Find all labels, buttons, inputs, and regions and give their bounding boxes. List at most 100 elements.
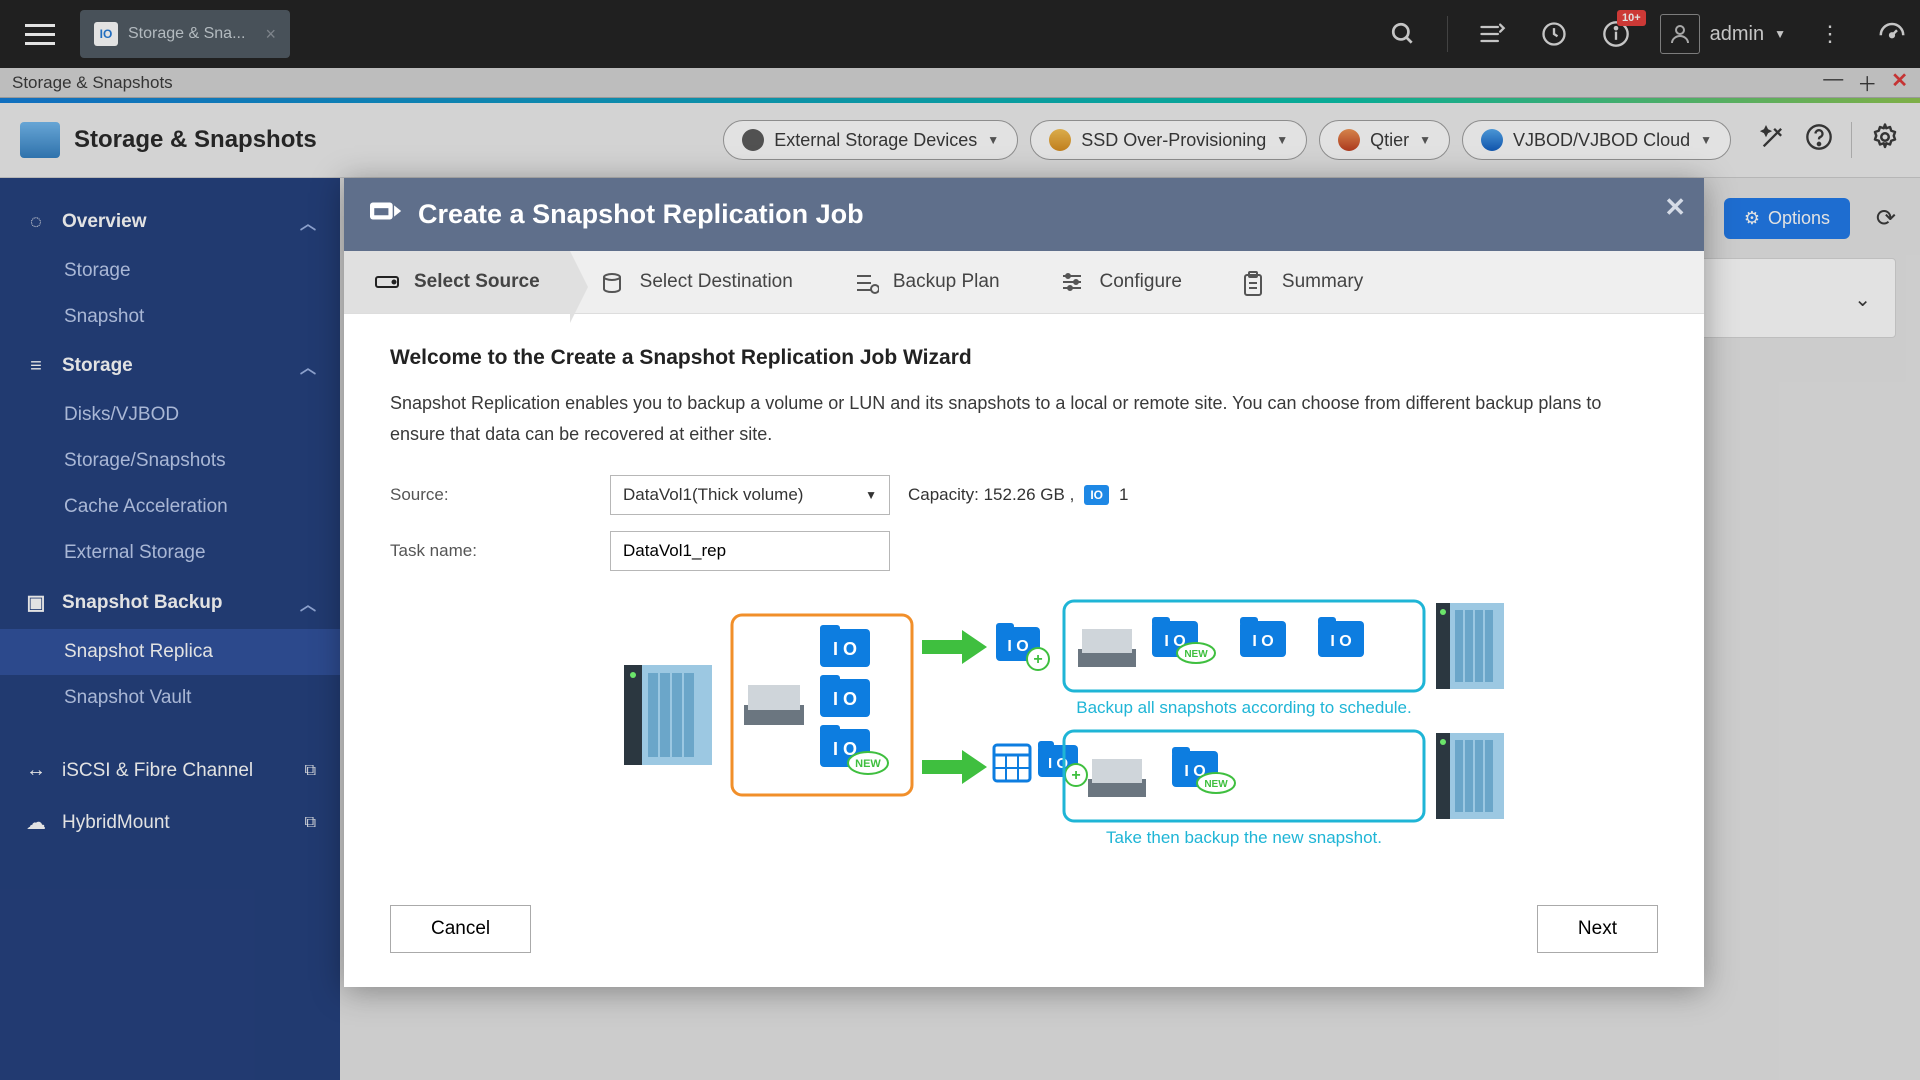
window-close-icon[interactable]: ✕ (1891, 68, 1908, 97)
capacity-text: Capacity: 152.26 GB , IO 1 (908, 485, 1128, 505)
tab-close-icon[interactable]: × (265, 24, 276, 45)
sidebar-label: Overview (62, 211, 147, 233)
next-button[interactable]: Next (1537, 905, 1658, 953)
capacity-label: Capacity: 152.26 GB , (908, 485, 1074, 505)
options-button[interactable]: ⚙Options (1724, 198, 1850, 239)
wizard-welcome-title: Welcome to the Create a Snapshot Replica… (390, 346, 1658, 370)
chevron-up-icon: ︿ (300, 210, 316, 234)
sidebar-item-cache[interactable]: Cache Acceleration (0, 484, 340, 530)
sliders-icon (1060, 271, 1086, 293)
sidebar-item-label: Storage/Snapshots (64, 450, 226, 472)
window-minimize-icon[interactable]: — (1823, 68, 1843, 97)
sidebar-group-storage[interactable]: ≡Storage︿ (0, 340, 340, 392)
database-icon: ≡ (24, 355, 48, 378)
header-buttons: External Storage Devices▼ SSD Over-Provi… (723, 120, 1900, 160)
notif-badge: 10+ (1617, 10, 1646, 26)
window-maximize-icon[interactable]: ＋ (1857, 68, 1877, 97)
snapshot-badge-icon: IO (1084, 485, 1109, 505)
sidebar-group-snapshot-backup[interactable]: ▣Snapshot Backup︿ (0, 576, 340, 629)
source-value: DataVol1(Thick volume) (623, 485, 803, 505)
sidebar-item-hybridmount[interactable]: ☁HybridMount⧉ (0, 796, 340, 849)
svg-text:+: + (1071, 767, 1080, 784)
task-name-input[interactable] (610, 531, 890, 571)
source-select[interactable]: DataVol1(Thick volume) ▼ (610, 475, 890, 515)
user-menu[interactable]: admin ▼ (1660, 14, 1786, 54)
qtier-button[interactable]: Qtier▼ (1319, 120, 1450, 160)
external-storage-button[interactable]: External Storage Devices▼ (723, 120, 1018, 160)
step-configure[interactable]: Configure (1030, 251, 1212, 313)
modal-icon (370, 196, 404, 233)
cancel-button[interactable]: Cancel (390, 905, 531, 953)
svg-text:NEW: NEW (855, 758, 881, 770)
sidebar-item-storage[interactable]: Storage (0, 248, 340, 294)
more-icon[interactable]: ⋮ (1812, 16, 1848, 52)
app-title-text: Storage & Snapshots (74, 126, 317, 154)
svg-text:I O: I O (833, 639, 857, 659)
step-select-source[interactable]: Select Source (344, 251, 570, 313)
window-controls: — ＋ ✕ (1823, 68, 1908, 97)
wizard-illustration: I O I O I O NEW I O (390, 595, 1658, 855)
refresh-icon[interactable]: ⟳ (1876, 204, 1896, 233)
sidebar-item-iscsi[interactable]: ↔iSCSI & Fibre Channel⧉ (0, 745, 340, 796)
tasks-icon[interactable] (1474, 16, 1510, 52)
app-tab-icon: IO (94, 22, 118, 46)
sidebar-item-label: Snapshot (64, 306, 144, 328)
chevron-up-icon: ︿ (300, 591, 316, 615)
search-icon[interactable] (1385, 16, 1421, 52)
sync-icon[interactable] (1536, 16, 1572, 52)
vjbod-button[interactable]: VJBOD/VJBOD Cloud▼ (1462, 120, 1731, 160)
ssd-over-label: SSD Over-Provisioning (1081, 130, 1266, 151)
task-label: Task name: (390, 541, 610, 561)
step-select-destination[interactable]: Select Destination (570, 251, 823, 313)
cloud-icon: ☁ (24, 810, 48, 835)
source-label: Source: (390, 485, 610, 505)
sidebar-item-label: Cache Acceleration (64, 496, 228, 518)
snapshot-count: 1 (1119, 485, 1128, 505)
illus-caption-2: Take then backup the new snapshot. (1106, 828, 1382, 847)
task-row: Task name: (390, 531, 1658, 571)
ssd-over-button[interactable]: SSD Over-Provisioning▼ (1030, 120, 1307, 160)
step-summary[interactable]: Summary (1212, 251, 1393, 313)
drive-icon (374, 271, 400, 293)
sidebar-item-label: Storage (64, 260, 131, 282)
wizard-steps: Select Source Select Destination Backup … (344, 251, 1704, 314)
user-avatar-icon (1660, 14, 1700, 54)
sidebar-item-storage-snapshots[interactable]: Storage/Snapshots (0, 438, 340, 484)
chevron-down-icon: ▼ (865, 488, 877, 502)
sidebar-group-overview[interactable]: ◌Overview︿ (0, 196, 340, 248)
sidebar-item-snapshot-replica[interactable]: Snapshot Replica (0, 629, 340, 675)
svg-text:I O: I O (833, 689, 857, 709)
external-link-icon: ⧉ (305, 762, 316, 780)
sidebar-item-snapshot[interactable]: Snapshot (0, 294, 340, 340)
modal-header: Create a Snapshot Replication Job ✕ (344, 178, 1704, 251)
svg-text:I O: I O (1007, 638, 1028, 655)
qtier-label: Qtier (1370, 130, 1409, 151)
help-icon[interactable] (1805, 123, 1833, 158)
svg-text:NEW: NEW (1184, 649, 1208, 660)
vjbod-label: VJBOD/VJBOD Cloud (1513, 130, 1690, 151)
wand-icon[interactable] (1759, 123, 1787, 158)
svg-text:NEW: NEW (1204, 779, 1228, 790)
options-label: Options (1768, 208, 1830, 229)
sidebar-item-label: Snapshot Replica (64, 641, 213, 663)
step-label: Backup Plan (893, 271, 1000, 293)
app-title: Storage & Snapshots (20, 122, 317, 158)
svg-text:I O: I O (1330, 633, 1351, 650)
sidebar-item-disks[interactable]: Disks/VJBOD (0, 392, 340, 438)
external-storage-label: External Storage Devices (774, 130, 977, 151)
modal-close-icon[interactable]: ✕ (1664, 192, 1686, 223)
sidebar-item-snapshot-vault[interactable]: Snapshot Vault (0, 675, 340, 721)
info-icon[interactable]: 10+ (1598, 16, 1634, 52)
external-link-icon: ⧉ (305, 814, 316, 832)
app-header: Storage & Snapshots External Storage Dev… (0, 103, 1920, 178)
user-label: admin (1710, 23, 1764, 46)
sidebar-item-ext-storage[interactable]: External Storage (0, 530, 340, 576)
window-title: Storage & Snapshots (12, 73, 173, 93)
step-backup-plan[interactable]: Backup Plan (823, 251, 1030, 313)
settings-icon[interactable] (1870, 122, 1900, 159)
dashboard-icon[interactable] (1874, 16, 1910, 52)
app-tab[interactable]: IO Storage & Sna... × (80, 10, 290, 58)
clipboard-icon (1242, 271, 1268, 293)
app-title-icon (20, 122, 60, 158)
hamburger-icon[interactable] (10, 9, 70, 59)
